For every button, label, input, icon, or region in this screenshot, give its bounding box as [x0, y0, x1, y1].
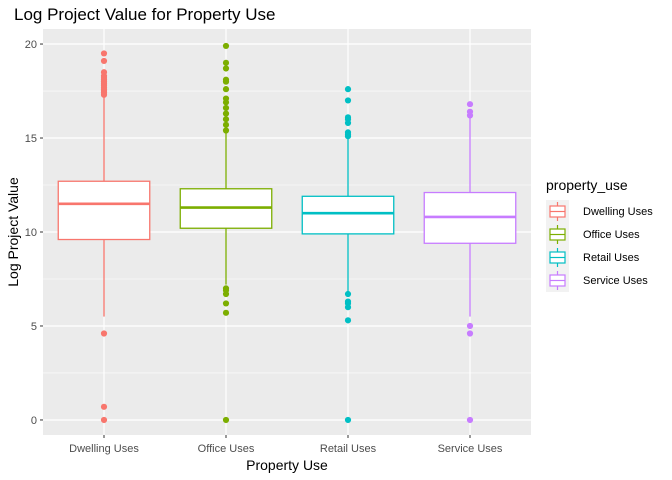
outlier-point — [100, 416, 108, 424]
legend: property_use Dwelling Uses Office Uses Ret… — [546, 177, 653, 292]
outlier-point — [344, 290, 352, 298]
outlier-point — [222, 104, 230, 112]
outlier-point — [344, 298, 352, 305]
outlier-point — [466, 330, 474, 337]
outlier-point — [466, 416, 474, 424]
outlier-point — [222, 300, 230, 307]
outlier-point — [344, 114, 352, 121]
legend-item: Dwelling Uses — [546, 200, 653, 223]
legend-label: Service Uses — [583, 275, 648, 287]
outlier-point — [100, 50, 108, 57]
y-tick-label: 20 — [25, 39, 37, 51]
outlier-point — [466, 101, 474, 108]
boxplot-retail-uses — [301, 86, 395, 424]
outlier-point — [100, 57, 108, 65]
legend-label: Office Uses — [583, 229, 640, 241]
legend-title: property_use — [546, 177, 628, 193]
x-axis: Dwelling Uses Office Uses Retail Uses Servi… — [69, 435, 503, 455]
legend-label: Retail Uses — [583, 252, 640, 264]
y-tick-label: 10 — [25, 227, 37, 239]
outlier-point — [344, 86, 352, 93]
y-axis: 0 5 10 15 20 — [25, 39, 43, 427]
legend-item: Office Uses — [546, 223, 640, 246]
y-axis-title: Log Project Value — [5, 177, 21, 287]
boxplot-office-uses — [179, 42, 273, 424]
outlier-point — [100, 403, 108, 410]
x-axis-title: Property Use — [246, 457, 328, 473]
iqr-box — [57, 180, 151, 241]
outlier-point — [466, 108, 474, 115]
outlier-point — [344, 317, 352, 324]
x-tick-label: Office Uses — [198, 443, 255, 455]
iqr-box — [301, 195, 395, 235]
y-tick-label: 5 — [31, 321, 37, 333]
legend-item: Retail Uses — [546, 246, 640, 269]
chart-title: Log Project Value for Property Use — [14, 5, 275, 24]
x-tick-label: Retail Uses — [320, 443, 377, 455]
legend-item: Service Uses — [546, 269, 648, 292]
outlier-point — [344, 129, 352, 136]
outlier-point — [222, 42, 230, 50]
y-tick-label: 15 — [25, 133, 37, 145]
x-tick-label: Dwelling Uses — [69, 443, 139, 455]
boxplot-dwelling-uses — [57, 50, 151, 424]
boxplot-service-uses — [423, 101, 517, 424]
outlier-point — [466, 322, 474, 330]
x-tick-label: Service Uses — [438, 443, 503, 455]
outlier-point — [222, 59, 230, 66]
data-layer — [57, 42, 517, 424]
outlier-point — [222, 416, 230, 424]
outlier-point — [222, 127, 230, 134]
outlier-point — [222, 76, 230, 83]
outlier-point — [222, 86, 230, 93]
outlier-point — [222, 65, 230, 72]
outlier-point — [222, 121, 230, 128]
outlier-point — [100, 69, 108, 76]
outlier-point — [344, 97, 352, 104]
outlier-point — [100, 330, 108, 337]
legend-label: Dwelling Uses — [583, 206, 653, 218]
outlier-point — [222, 110, 230, 117]
outlier-point — [222, 285, 230, 292]
outlier-point — [222, 95, 230, 102]
y-tick-label: 0 — [31, 415, 37, 427]
outlier-point — [344, 416, 352, 424]
outlier-point — [222, 309, 230, 316]
outlier-point — [222, 116, 230, 123]
